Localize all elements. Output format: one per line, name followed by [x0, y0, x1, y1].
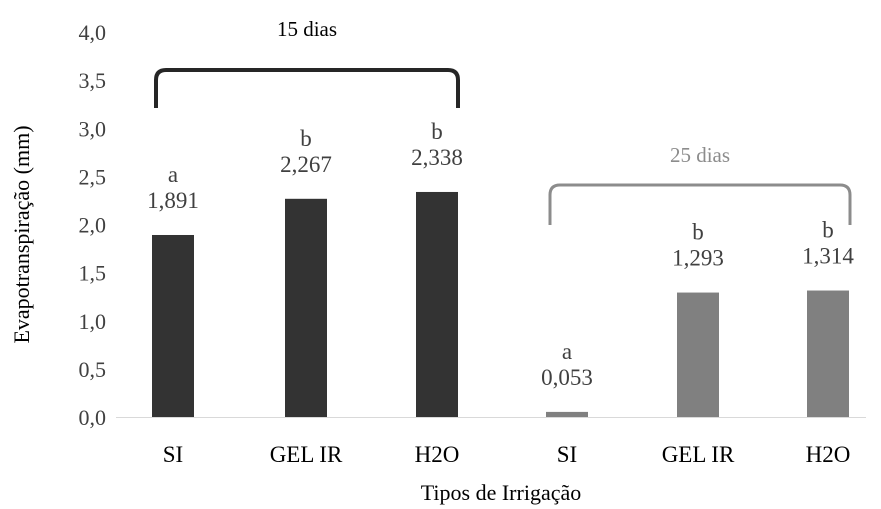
data-label-value: 2,267	[280, 152, 332, 177]
data-label-value: 2,338	[411, 145, 463, 170]
group-bracket	[548, 183, 852, 225]
y-axis-title: Evapotranspiração (mm)	[9, 125, 34, 343]
data-label-letter: a	[168, 162, 178, 187]
data-label-letter: b	[431, 119, 443, 144]
data-label-value: 1,891	[147, 188, 199, 213]
data-label-letter: b	[822, 218, 834, 243]
x-tick-label: GEL IR	[662, 442, 735, 467]
data-label-value: 0,053	[541, 365, 593, 390]
y-tick-label: 2,0	[79, 213, 107, 238]
bar	[285, 198, 327, 417]
y-axis: 0,0 0,5 1,0 1,5 2,0 2,5 3,0 3,5 4,0	[79, 20, 107, 430]
data-label-letter: a	[562, 339, 572, 364]
y-tick-label: 1,0	[79, 309, 107, 334]
y-tick-label: 2,5	[79, 164, 107, 189]
group-label: 15 dias	[277, 17, 337, 41]
y-tick-label: 4,0	[79, 20, 107, 45]
y-tick-label: 3,5	[79, 68, 107, 93]
data-label-value: 1,293	[672, 246, 724, 271]
y-tick-label: 0,0	[79, 405, 107, 430]
bar	[807, 290, 849, 417]
x-tick-label: SI	[163, 442, 183, 467]
bar	[546, 411, 588, 417]
x-tick-label: H2O	[806, 442, 851, 467]
group-label: 25 dias	[670, 143, 730, 167]
x-tick-label: GEL IR	[270, 442, 343, 467]
data-label-letter: b	[692, 220, 704, 245]
data-label-letter: b	[300, 126, 312, 151]
y-tick-label: 1,5	[79, 261, 107, 286]
y-tick-label: 0,5	[79, 357, 107, 382]
y-tick-label: 3,0	[79, 116, 107, 141]
data-label-value: 1,314	[802, 244, 854, 269]
x-axis-title: Tipos de Irrigação	[421, 480, 582, 505]
x-tick-label: H2O	[415, 442, 460, 467]
x-tick-label: SI	[557, 442, 577, 467]
bar	[677, 292, 719, 417]
bar	[152, 234, 194, 417]
bar	[416, 191, 458, 417]
group-bracket	[154, 68, 460, 108]
